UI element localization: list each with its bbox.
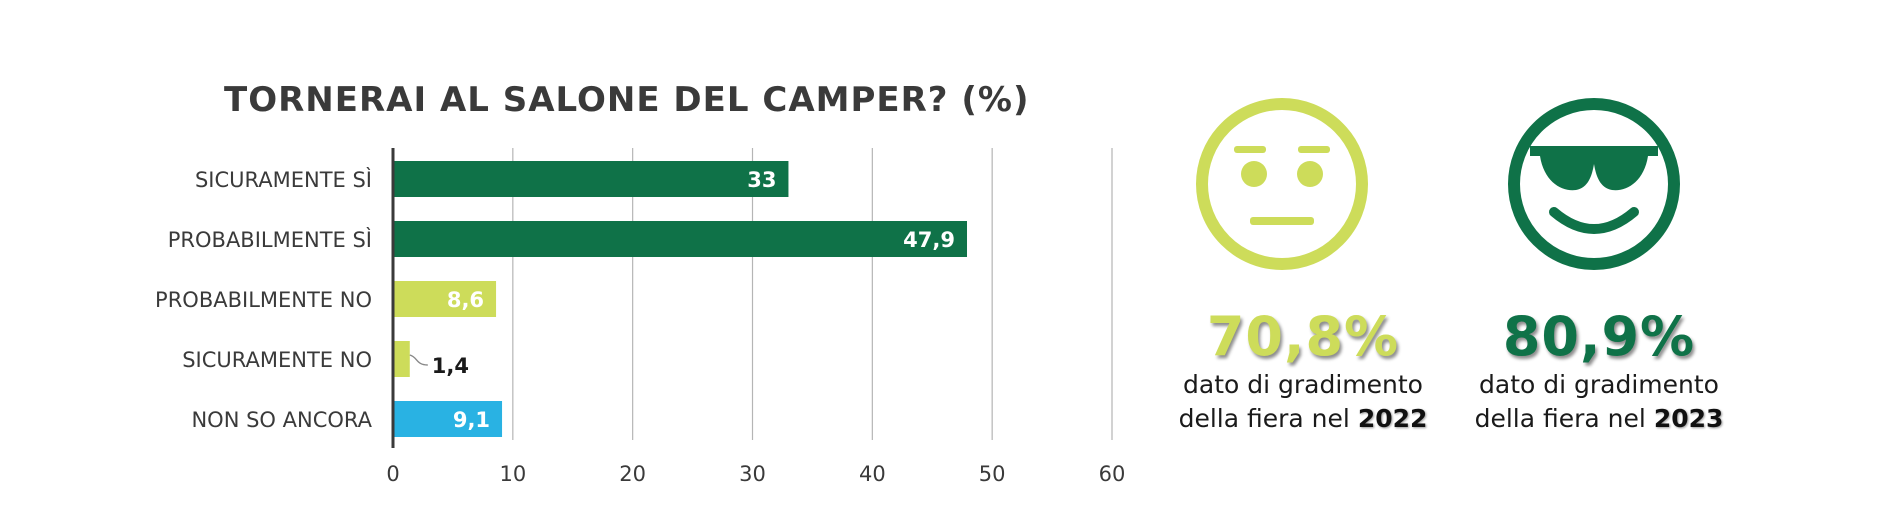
- value-label: 1,4: [432, 354, 469, 378]
- bar: [393, 161, 789, 197]
- axis: 0 10 20 30 40 50 60 SICURAMENTE SÌ PROBABILMENTE…: [155, 148, 1125, 486]
- x-tick-label: 0: [386, 462, 399, 486]
- category-label: SICURAMENTE NO: [182, 348, 372, 372]
- value-label: 33: [747, 168, 776, 192]
- x-tick-label: 40: [859, 462, 886, 486]
- value-label: 47,9: [903, 228, 955, 252]
- stat-2023-percent: 80,9%: [1502, 305, 1696, 368]
- stat-2022-percent: 70,8%: [1206, 305, 1400, 368]
- stat-2022-line2: della fiera nel 2022: [1138, 402, 1468, 436]
- bar: [393, 281, 497, 317]
- stat-2022-year: 2022: [1357, 404, 1428, 433]
- bar: [393, 221, 968, 257]
- category-label: NON SO ANCORA: [191, 408, 372, 432]
- x-tick-label: 20: [619, 462, 646, 486]
- value-label: 9,1: [453, 408, 490, 432]
- stat-2022-line1: dato di gradimento: [1183, 370, 1423, 399]
- stat-2023-line1: dato di gradimento: [1479, 370, 1719, 399]
- stat-2023-line2-prefix: della fiera nel: [1474, 404, 1646, 433]
- stat-2023-year: 2023: [1653, 404, 1724, 433]
- stat-2023-line2: della fiera nel 2023: [1434, 402, 1764, 436]
- x-tick-label: 10: [499, 462, 526, 486]
- value-leader-line: [409, 354, 428, 366]
- bar: [393, 341, 410, 377]
- value-label: 8,6: [447, 288, 484, 312]
- x-tick-label: 50: [979, 462, 1006, 486]
- bar: [393, 401, 503, 437]
- neutral-face-icon: [1196, 98, 1368, 270]
- bars: 33 47,9 8,6 1,4 9,1: [393, 161, 968, 437]
- stat-2022: 70,8% dato di gradimento della fiera nel…: [1138, 306, 1468, 436]
- category-label: PROBABILMENTE SÌ: [168, 227, 372, 252]
- stat-2022-line2-prefix: della fiera nel: [1178, 404, 1350, 433]
- chart-title: TORNERAI AL SALONE DEL CAMPER? (%): [224, 80, 1030, 120]
- sunglasses-face-icon: [1508, 98, 1680, 270]
- stat-2023: 80,9% dato di gradimento della fiera nel…: [1434, 306, 1764, 436]
- x-tick-label: 60: [1099, 462, 1126, 486]
- category-label: PROBABILMENTE NO: [155, 288, 372, 312]
- category-label: SICURAMENTE SÌ: [195, 167, 372, 192]
- x-tick-label: 30: [739, 462, 766, 486]
